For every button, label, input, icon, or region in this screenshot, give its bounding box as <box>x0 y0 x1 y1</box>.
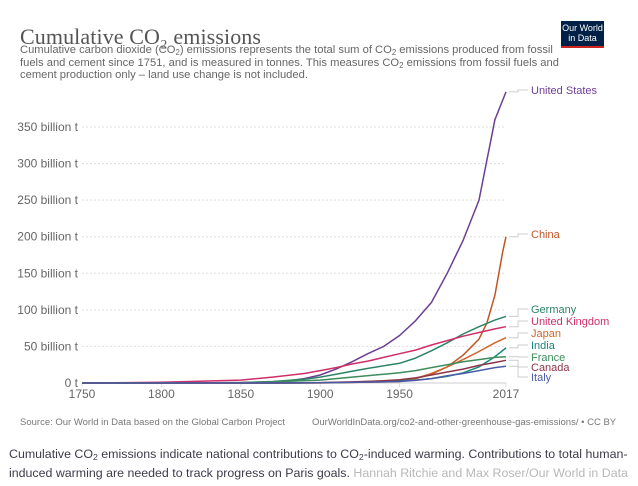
chart-title: Cumulative CO₂ emissions <box>20 24 262 49</box>
y-tick-label: 250 billion t <box>17 193 78 207</box>
chart-subtitle: Cumulative carbon dioxide (CO2) emission… <box>20 44 560 82</box>
subtitle-text: ) emissions represents the total sum of … <box>179 44 392 56</box>
x-tick-label: 1950 <box>386 387 413 401</box>
subscript: 2 <box>391 47 397 57</box>
label-connector <box>509 344 528 349</box>
caption-credit: Hannah Ritchie and Max Roser/Our World i… <box>349 466 628 480</box>
series-label[interactable]: Italy <box>531 372 552 384</box>
subscript: 2 <box>358 452 364 463</box>
subscript: 2 <box>93 452 98 463</box>
x-tick-label: 1850 <box>227 387 254 401</box>
y-tick-label: 200 billion t <box>17 230 78 244</box>
series-label[interactable]: Canada <box>531 362 570 374</box>
series-line-united-states[interactable] <box>82 91 507 384</box>
y-tick-label: 50 billion t <box>24 339 79 353</box>
owid-logo[interactable]: Our World in Data <box>561 21 604 48</box>
label-connector <box>509 332 528 339</box>
subtitle-text: emissions produced from fossil fuels and… <box>20 44 553 69</box>
logo-line-1: Our World <box>562 23 603 33</box>
series-line-italy[interactable] <box>82 365 507 384</box>
caption-text: emissions indicate national contribution… <box>97 447 359 461</box>
label-connector <box>509 365 528 378</box>
series-label[interactable]: India <box>531 340 556 352</box>
series-label[interactable]: Japan <box>531 328 561 340</box>
y-tick-label: 350 billion t <box>17 120 78 134</box>
x-tick-label: 2017 <box>493 387 520 401</box>
series-line-united-kingdom[interactable] <box>81 325 507 384</box>
x-tick-label: 1750 <box>69 387 96 401</box>
series-lines <box>81 91 507 384</box>
label-connector <box>509 320 528 328</box>
y-tick-label: 150 billion t <box>17 266 78 280</box>
y-axis: 0 t 50 billion t 100 billion t 150 billion … <box>17 120 78 390</box>
source-note: Source: Our World in Data based on the G… <box>20 417 285 428</box>
caption-text: Cumulative CO <box>9 447 94 461</box>
series-label[interactable]: China <box>531 229 561 241</box>
series-label[interactable]: Germany <box>531 304 577 316</box>
label-connector <box>509 89 528 93</box>
caption: Cumulative CO2 emissions indicate nation… <box>9 445 629 483</box>
y-tick-label: 300 billion t <box>17 157 78 171</box>
caption-text: -induced warming. Contributions to total… <box>9 447 628 480</box>
series-label[interactable]: United States <box>531 85 598 97</box>
series-label[interactable]: France <box>531 352 565 364</box>
x-tick-label: 1800 <box>148 387 175 401</box>
subtitle-text: emissions from fossil fuels and cement p… <box>20 56 559 82</box>
y-tick-label: 100 billion t <box>17 303 78 317</box>
x-tick-label: 1900 <box>307 387 334 401</box>
source-url-link[interactable]: OurWorldInData.org/co2-and-other-greenho… <box>312 417 617 428</box>
x-axis: 1750 1800 1850 1900 1950 2017 <box>69 383 520 401</box>
line-chart: 0 t 50 billion t 100 billion t 150 billion … <box>17 85 609 401</box>
logo-line-2: in Data <box>568 32 597 43</box>
label-connector <box>509 308 528 317</box>
y-tick-label: 0 t <box>65 376 79 390</box>
label-connector <box>509 233 528 238</box>
label-connector <box>509 359 528 368</box>
series-label[interactable]: United Kingdom <box>531 316 609 328</box>
subscript: 2 <box>175 47 180 57</box>
subscript: 2 <box>399 60 404 70</box>
subtitle-text: Cumulative carbon dioxide (CO <box>20 44 176 56</box>
